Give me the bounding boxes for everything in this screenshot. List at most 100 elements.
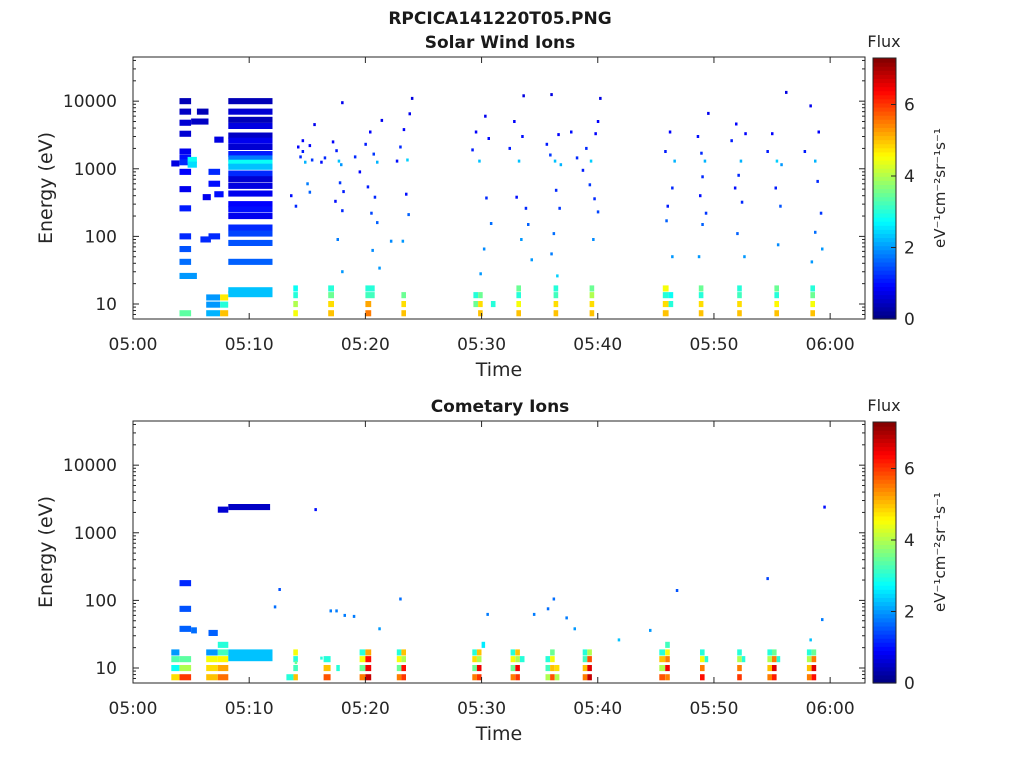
flux-cell: [582, 674, 588, 681]
flux-cell: [662, 310, 669, 317]
flux-point: [821, 247, 824, 251]
flux-cell: [179, 605, 192, 612]
flux-point: [335, 609, 338, 613]
flux-cell: [191, 627, 197, 634]
plot-frame: [132, 56, 866, 320]
colorbar-tick-label: 4: [904, 531, 915, 551]
y-axis-label: Energy (eV): [35, 496, 57, 608]
flux-point: [376, 221, 379, 225]
flux-point: [550, 93, 553, 97]
flux-point: [552, 232, 556, 236]
colorbar-swatch: [873, 94, 896, 100]
flux-cell: [545, 674, 551, 681]
colorbar-swatch: [873, 487, 896, 492]
colorbar-swatch: [873, 192, 896, 198]
flux-point: [697, 255, 701, 259]
flux-cell: [365, 285, 375, 292]
flux-cell: [545, 665, 551, 672]
x-tick-label: 05:50: [689, 699, 738, 719]
flux-point: [370, 211, 373, 215]
flux-point: [700, 151, 703, 155]
flux-cell: [217, 665, 229, 672]
colorbar-swatch: [873, 270, 896, 275]
flux-cell: [401, 292, 406, 299]
flux-point: [775, 159, 779, 163]
flux-cell: [220, 294, 229, 301]
flux-cell: [476, 665, 482, 672]
flux-point: [331, 140, 335, 144]
flux-cell: [698, 301, 704, 308]
flux-point: [304, 160, 307, 164]
colorbar-swatch: [873, 302, 896, 308]
colorbar: 0 2 4 6: [872, 421, 915, 694]
y-tick-label: 100: [85, 591, 117, 611]
flux-cell: [700, 656, 705, 663]
flux-point: [399, 597, 402, 601]
flux-cell: [737, 665, 742, 672]
x-tick-label: 05:00: [109, 699, 158, 719]
flux-point: [810, 260, 814, 264]
flux-cell: [553, 310, 559, 317]
x-tick-label: 05:10: [225, 335, 274, 355]
colorbar-swatch: [873, 523, 896, 529]
flux-cell: [767, 674, 772, 681]
flux-cell: [359, 665, 366, 672]
flux-point: [599, 96, 602, 100]
flux-cell: [206, 294, 221, 301]
flux-cell: [772, 674, 777, 681]
flux-point: [484, 114, 487, 118]
flux-cell: [582, 649, 588, 656]
flux-point: [371, 248, 374, 252]
colorbar-swatch: [873, 576, 896, 582]
flux-cell: [228, 239, 273, 246]
flux-cell: [359, 674, 366, 681]
flux-cell: [179, 625, 192, 632]
flux-cell: [179, 665, 192, 672]
x-tick-label: 05:30: [457, 335, 506, 355]
colorbar-swatch: [873, 70, 896, 75]
flux-point: [273, 605, 277, 609]
panel-title: Cometary Ions: [431, 397, 570, 417]
flux-cell: [401, 674, 406, 681]
flux-cell: [228, 137, 273, 144]
flux-cell: [293, 656, 298, 663]
colorbar-swatch: [873, 654, 896, 660]
flux-cell: [510, 665, 516, 672]
flux-point: [366, 185, 370, 189]
flux-cell: [774, 301, 779, 308]
flux-cell: [179, 246, 192, 253]
colorbar-swatch: [873, 98, 896, 104]
flux-cell: [208, 629, 218, 636]
flux-cell: [217, 656, 229, 663]
x-tick-label: 05:40: [573, 699, 622, 719]
colorbar-swatch: [873, 442, 896, 448]
flux-cell: [396, 656, 402, 663]
x-tick-label: 05:30: [457, 699, 506, 719]
flux-cell: [179, 258, 192, 265]
flux-cell: [806, 665, 812, 672]
flux-cell: [179, 119, 192, 126]
flux-cell: [737, 674, 742, 681]
colorbar-swatch: [873, 646, 896, 651]
flux-point: [479, 272, 482, 276]
flux-point: [340, 163, 343, 167]
colorbar-swatch: [873, 278, 896, 283]
flux-point: [558, 206, 561, 210]
colorbar-swatch: [873, 217, 896, 222]
flux-point: [585, 146, 588, 150]
flux-cell: [187, 156, 197, 163]
colorbar-swatch: [873, 143, 896, 149]
colorbar-swatch: [873, 475, 896, 480]
colorbar-swatch: [873, 74, 896, 79]
colorbar-swatch: [873, 540, 896, 545]
colorbar-swatch: [873, 638, 896, 643]
flux-point: [817, 130, 820, 134]
colorbar-tick-label: 4: [904, 167, 915, 187]
flux-cell: [214, 191, 224, 198]
flux-point: [337, 159, 341, 163]
flux-cell: [665, 656, 670, 663]
x-axis-label: Time: [475, 723, 523, 745]
flux-point: [320, 160, 323, 164]
colorbar-swatch: [873, 434, 896, 439]
flux-cell: [510, 674, 516, 681]
